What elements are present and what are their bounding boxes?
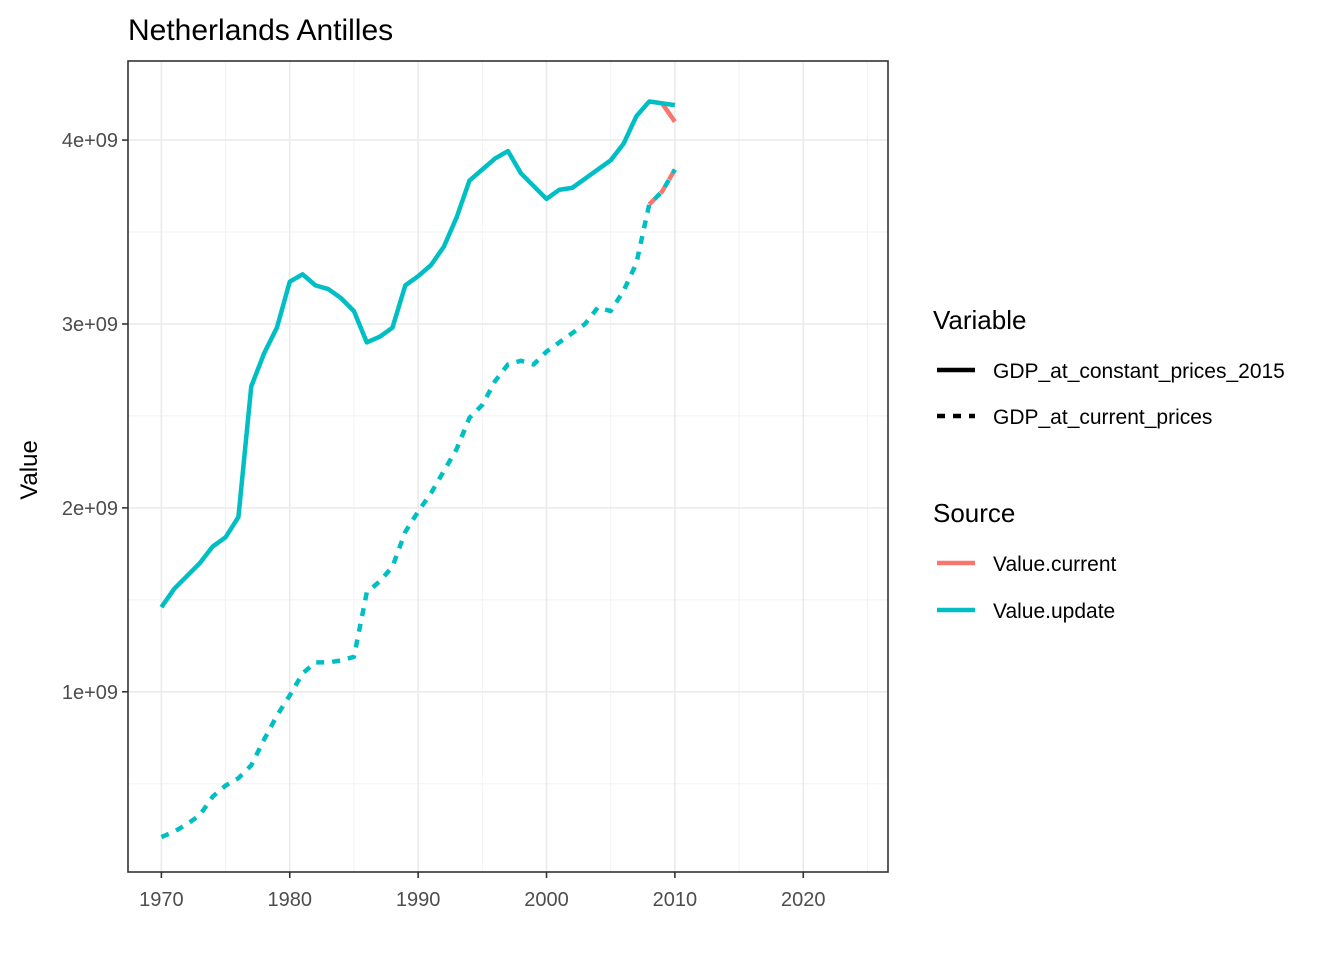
x-tick-label: 2000 xyxy=(524,889,569,911)
y-tick-label: 2e+09 xyxy=(62,498,118,520)
series-line-value-update-solid xyxy=(159,99,676,609)
legend-variable: Variable GDP_at_constant_prices_2015 GDP… xyxy=(933,305,1285,429)
x-tick-label: 2020 xyxy=(781,889,826,911)
legend-variable-title: Variable xyxy=(933,305,1026,335)
y-tick-label: 4e+09 xyxy=(62,130,118,152)
chart-title: Netherlands Antilles xyxy=(128,14,393,47)
plot-area xyxy=(127,60,889,873)
x-axis: 1970 1980 1990 2000 2010 2020 xyxy=(139,872,826,911)
x-tick-label: 1980 xyxy=(268,889,313,911)
x-tick-label: 1970 xyxy=(139,889,184,911)
y-tick-label: 3e+09 xyxy=(62,314,118,336)
legend-label-current-prices: GDP_at_current_prices xyxy=(993,406,1212,429)
series-line-value-current-dashed xyxy=(647,168,677,207)
plot-border xyxy=(127,60,889,873)
x-tick-label: 2010 xyxy=(653,889,698,911)
y-axis: 1e+09 2e+09 3e+09 4e+09 xyxy=(62,130,128,704)
plot-background xyxy=(128,61,888,872)
legend-label-constant-prices: GDP_at_constant_prices_2015 xyxy=(993,360,1285,383)
y-axis-label: Value xyxy=(16,440,43,500)
legend-source: Source Value.current Value.update xyxy=(933,498,1117,623)
x-tick-label: 1990 xyxy=(396,889,441,911)
legend-label-value-current: Value.current xyxy=(993,553,1117,576)
legend-source-title: Source xyxy=(933,498,1015,528)
legend-label-value-update: Value.update xyxy=(993,600,1115,623)
y-tick-label: 1e+09 xyxy=(62,682,118,704)
